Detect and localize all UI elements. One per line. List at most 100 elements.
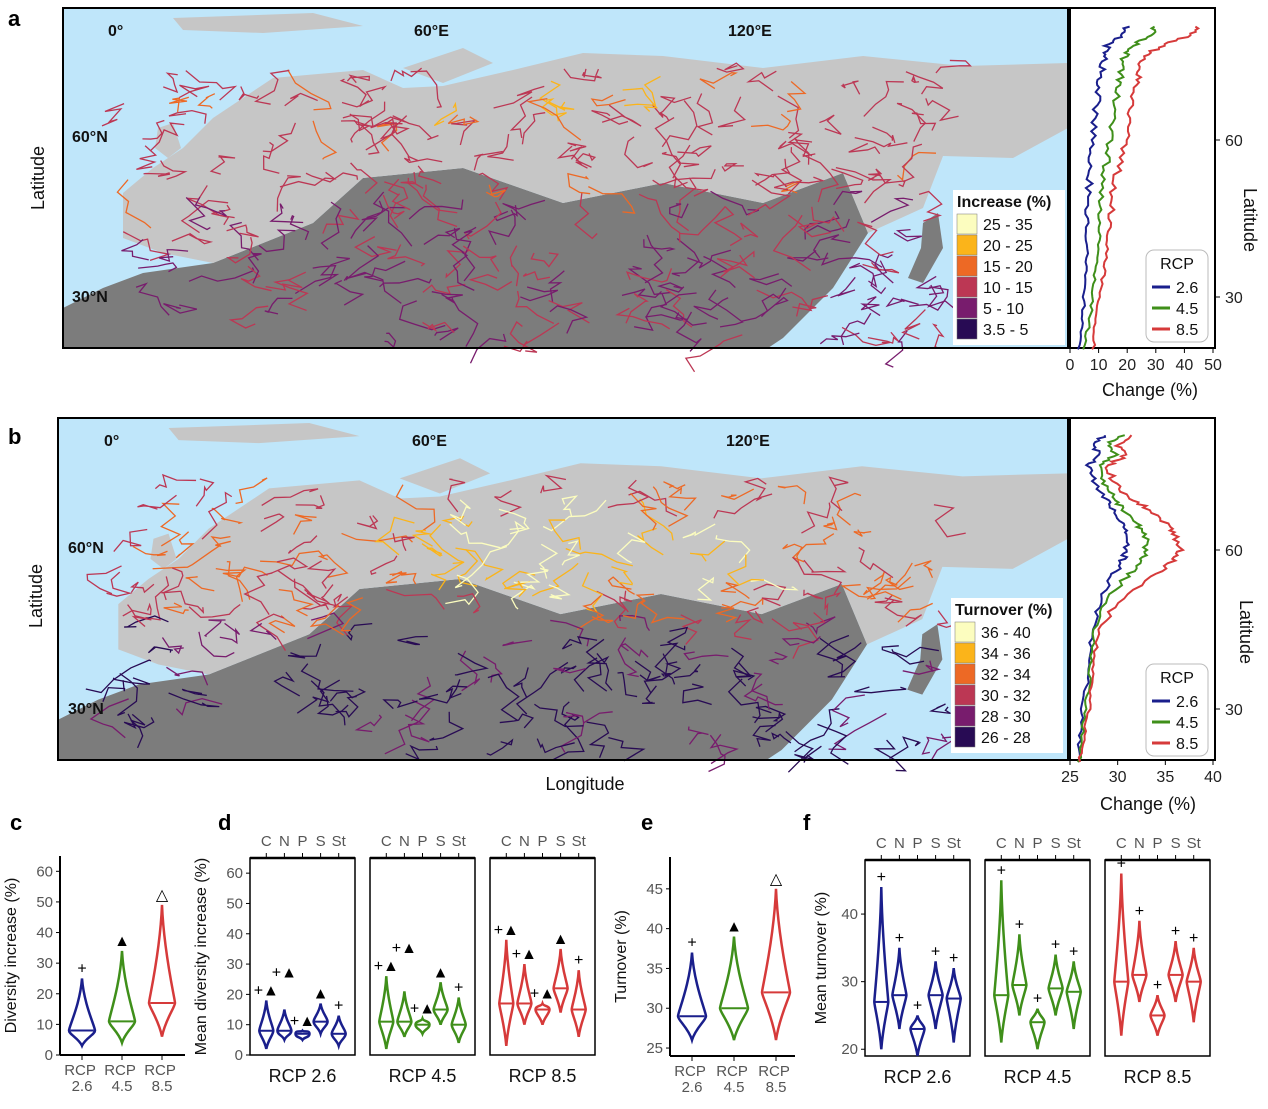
river <box>642 685 657 705</box>
x-tick-label: RCP 8.5 <box>144 1062 180 1095</box>
river <box>727 678 761 724</box>
river <box>721 597 764 608</box>
river <box>909 286 949 311</box>
river <box>563 68 600 82</box>
violin <box>1011 934 1028 1016</box>
river <box>451 226 477 254</box>
violin-chart-f: 20 30 40 Mean turnover (%) C + N + P + S + St + RCP 2.… <box>813 835 1211 1087</box>
river <box>454 652 489 676</box>
river <box>509 245 520 287</box>
y-axis-title: Latitude <box>1236 600 1256 664</box>
x-tick-label: P <box>1152 835 1162 852</box>
river <box>493 85 545 109</box>
river <box>560 711 613 753</box>
river <box>487 673 520 722</box>
river <box>264 297 293 315</box>
river <box>751 113 792 131</box>
river <box>716 62 745 73</box>
river <box>260 513 285 533</box>
lon-label: 60°E <box>414 23 449 40</box>
legend-swatch <box>956 276 978 298</box>
river <box>473 150 503 171</box>
river <box>449 499 471 526</box>
significance-marker: ▲ <box>313 985 329 1002</box>
river <box>862 261 900 274</box>
river <box>433 101 458 127</box>
x-tick-label: S <box>931 835 941 852</box>
river <box>881 645 925 665</box>
river <box>335 695 359 718</box>
river <box>866 576 912 600</box>
river <box>914 560 934 579</box>
river <box>354 714 383 733</box>
river <box>154 473 197 490</box>
river <box>408 199 464 220</box>
river <box>163 602 189 615</box>
river <box>295 495 325 509</box>
river <box>889 736 921 760</box>
x-tick-label: N <box>399 833 410 850</box>
significance-marker: ▲ <box>726 919 742 936</box>
violin <box>330 1015 347 1051</box>
violin <box>450 997 467 1044</box>
violin <box>873 887 890 1050</box>
lat-label: 30°N <box>68 701 104 718</box>
river <box>709 734 739 765</box>
river <box>802 154 840 203</box>
river <box>534 703 584 728</box>
river <box>542 499 607 532</box>
legend-swatch <box>956 234 978 256</box>
river <box>228 305 269 329</box>
violin-chart-d: 0 10 20 30 40 50 60 Mean diversity increase (%)… <box>193 833 596 1086</box>
river <box>510 581 536 610</box>
river <box>389 572 417 585</box>
river <box>455 547 505 581</box>
facet-label: RCP 2.6 <box>269 1066 337 1086</box>
rcp-legend-label: 8.5 <box>1176 736 1198 753</box>
river <box>652 486 689 527</box>
river <box>137 494 177 510</box>
river <box>342 114 374 128</box>
map-frame <box>57 417 1069 761</box>
x-tick-label: 30 <box>1109 769 1127 786</box>
river <box>541 98 567 119</box>
river <box>400 171 424 189</box>
river <box>828 476 849 512</box>
river <box>768 651 788 665</box>
river <box>633 292 668 331</box>
river <box>271 557 309 574</box>
river <box>687 249 732 269</box>
violin <box>276 1009 293 1044</box>
river <box>268 615 296 634</box>
river <box>462 245 500 272</box>
y-axis-title: Mean diversity increase (%) <box>193 858 210 1055</box>
river <box>530 252 559 268</box>
river <box>731 647 752 687</box>
river <box>713 493 773 519</box>
river <box>211 507 244 525</box>
river <box>130 581 155 594</box>
river <box>531 562 579 597</box>
river <box>279 171 337 188</box>
river <box>640 599 685 624</box>
x-tick-label: P <box>537 833 547 850</box>
map-b: Turnover (%) 36 - 40 34 - 36 32 - 34 30 - 32… <box>57 417 1069 773</box>
rcp-legend-title: RCP <box>1160 670 1194 687</box>
significance-marker: + <box>913 997 922 1014</box>
river <box>835 167 892 204</box>
river <box>697 576 715 601</box>
land-british-isles <box>150 533 177 569</box>
river <box>561 701 580 721</box>
river <box>502 199 546 221</box>
rcp-legend-box <box>1145 249 1209 343</box>
significance-marker: + <box>1015 916 1024 933</box>
river <box>504 580 531 590</box>
river <box>581 68 602 79</box>
river <box>661 100 698 148</box>
river <box>130 713 146 749</box>
river <box>915 275 945 296</box>
significance-marker: ▲ <box>433 964 449 981</box>
river <box>445 574 479 606</box>
x-tick-label: 30 <box>1147 357 1165 374</box>
river <box>897 602 933 623</box>
